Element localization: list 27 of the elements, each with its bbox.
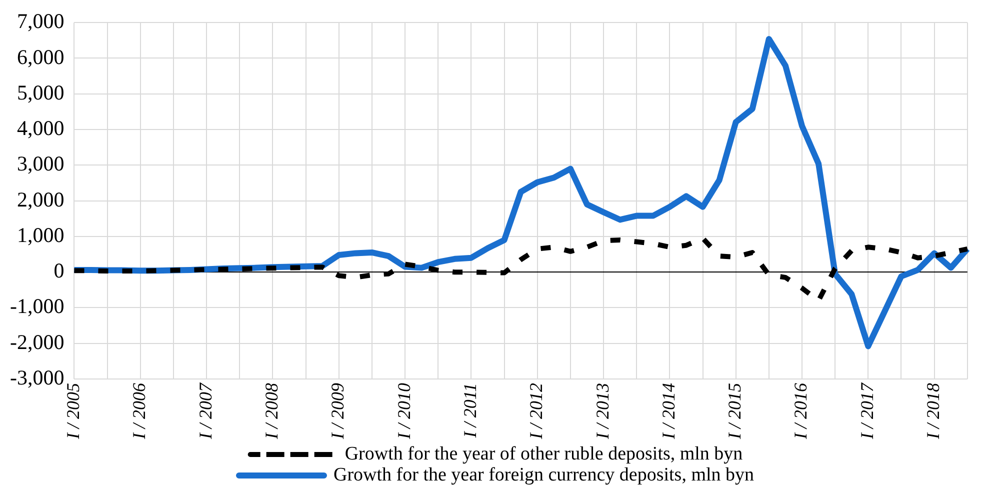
y-tick-label: -3,000	[10, 366, 64, 390]
y-tick-label: 4,000	[16, 116, 64, 140]
x-tick-label: I / 2007	[195, 382, 216, 440]
legend-label: Growth for the year foreign currency deposits, mln byn	[333, 464, 755, 486]
x-tick-label: I / 2015	[724, 383, 745, 440]
y-tick-label: -2,000	[10, 330, 64, 354]
y-tick-label: 5,000	[16, 80, 64, 104]
y-tick-label: 0	[54, 258, 64, 283]
x-tick-label: I / 2010	[394, 383, 414, 440]
x-tick-label: I / 2018	[923, 383, 944, 440]
x-tick-label: I / 2008	[261, 383, 282, 440]
x-tick-label: I / 2006	[129, 383, 150, 440]
x-tick-label: I / 2014	[658, 383, 678, 440]
x-tick-label: I / 2017	[856, 382, 877, 440]
x-tick-label: I / 2012	[526, 383, 546, 440]
x-tick-label: I / 2005	[62, 383, 83, 440]
y-tick-label: 1,000	[16, 222, 64, 247]
x-tick-label: I / 2013	[592, 383, 612, 440]
y-tick-label: 6,000	[16, 44, 64, 69]
y-tick-label: -1,000	[10, 294, 64, 318]
x-tick-label: I / 2011	[460, 383, 480, 439]
y-tick-label: 2,000	[16, 187, 64, 212]
x-tick-label: I / 2009	[328, 383, 348, 440]
legend-label: Growth for the year of other ruble deposits, mln byn	[344, 443, 744, 464]
x-tick-label: I / 2016	[790, 383, 811, 440]
y-tick-label: 3,000	[16, 152, 64, 176]
y-tick-label: 7,000	[16, 9, 64, 34]
